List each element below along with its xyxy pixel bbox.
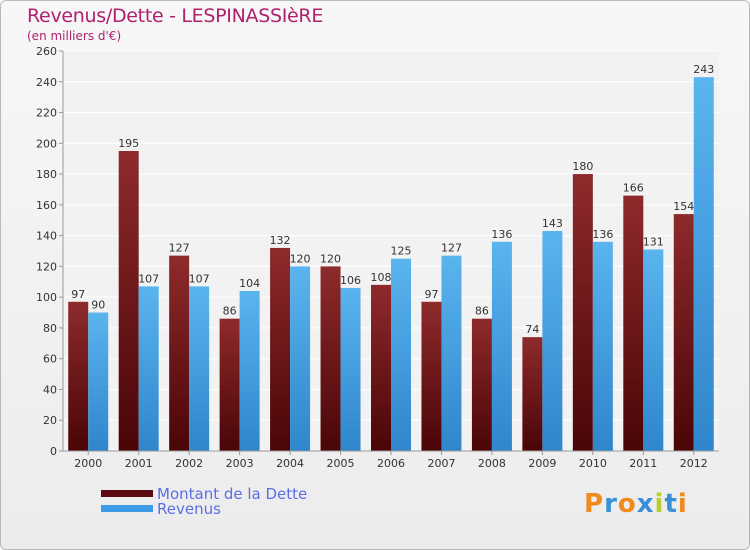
legend-swatch-dette (101, 490, 153, 497)
legend-label-dette: Montant de la Dette (157, 485, 308, 503)
bar-dette (219, 318, 240, 451)
x-tick-label: 2009 (528, 457, 556, 470)
y-tick-label: 40 (43, 383, 57, 396)
bar-revenus (491, 241, 512, 451)
bar-revenus (693, 77, 714, 452)
data-label: 86 (475, 305, 489, 318)
bar-revenus (643, 249, 664, 451)
y-tick-label: 240 (36, 76, 57, 89)
x-tick-label: 2001 (125, 457, 153, 470)
data-label: 108 (371, 271, 392, 284)
bar-revenus (542, 231, 563, 451)
data-label: 97 (424, 288, 438, 301)
x-tick-label: 2012 (680, 457, 708, 470)
bar-revenus (391, 258, 411, 451)
data-label: 166 (623, 182, 644, 195)
x-tick-label: 2011 (629, 457, 657, 470)
y-tick-label: 220 (36, 107, 57, 120)
bar-dette (522, 337, 543, 451)
data-label: 154 (673, 200, 694, 213)
logo-letter: x (636, 489, 655, 519)
bar-revenus (290, 266, 311, 451)
bar-revenus (138, 286, 159, 451)
bar-revenus (189, 286, 210, 451)
data-label: 97 (71, 288, 85, 301)
logo-letter: o (617, 489, 637, 519)
y-tick-label: 140 (36, 230, 57, 243)
data-label: 136 (592, 228, 613, 241)
data-label: 143 (542, 217, 563, 230)
data-label: 131 (643, 235, 664, 248)
bar-dette (623, 195, 644, 451)
data-label: 195 (118, 137, 139, 150)
data-label: 243 (693, 63, 714, 76)
chart-subtitle: (en milliers d'€) (27, 29, 122, 43)
y-tick-label: 20 (43, 414, 57, 427)
y-tick-label: 260 (36, 45, 57, 58)
bar-dette (421, 301, 442, 451)
data-label: 125 (391, 245, 412, 258)
y-tick-label: 60 (43, 353, 57, 366)
data-label: 132 (270, 234, 291, 247)
y-tick-label: 100 (36, 291, 57, 304)
data-label: 74 (525, 323, 539, 336)
data-label: 86 (223, 305, 237, 318)
bar-dette (68, 301, 89, 451)
bar-revenus (88, 312, 109, 451)
y-tick-label: 200 (36, 137, 57, 150)
x-tick-label: 2004 (276, 457, 304, 470)
logo-letter: r (604, 489, 618, 519)
bar-dette (673, 214, 694, 451)
data-label: 120 (320, 252, 341, 265)
legend-swatch-revenus (101, 505, 153, 512)
data-label: 120 (290, 252, 311, 265)
data-label: 127 (169, 242, 190, 255)
y-tick-label: 160 (36, 199, 57, 212)
bar-revenus (592, 241, 613, 451)
bar-dette (169, 255, 190, 451)
x-tick-label: 2002 (175, 457, 203, 470)
bar-dette (270, 247, 291, 451)
bar-dette (320, 266, 341, 451)
logo-letter: P (584, 489, 605, 519)
y-tick-label: 180 (36, 168, 57, 181)
y-tick-label: 0 (50, 445, 57, 458)
x-tick-label: 2008 (478, 457, 506, 470)
data-label: 90 (91, 299, 105, 312)
y-tick-label: 120 (36, 260, 57, 273)
legend-label-revenus: Revenus (157, 500, 221, 518)
data-label: 136 (491, 228, 512, 241)
bar-revenus (239, 291, 260, 451)
x-tick-label: 2000 (74, 457, 102, 470)
y-tick-label: 80 (43, 322, 57, 335)
x-tick-label: 2007 (427, 457, 455, 470)
bar-revenus (340, 287, 361, 451)
bar-dette (118, 151, 139, 451)
data-label: 106 (340, 274, 361, 287)
data-label: 180 (572, 160, 593, 173)
x-tick-label: 2006 (377, 457, 405, 470)
x-tick-label: 2010 (579, 457, 607, 470)
logo-letter: i (654, 489, 665, 519)
data-label: 104 (239, 277, 260, 290)
x-tick-label: 2005 (327, 457, 355, 470)
x-tick-label: 2003 (226, 457, 254, 470)
bar-revenus (441, 255, 462, 451)
data-label: 107 (189, 272, 210, 285)
bar-dette (471, 318, 492, 451)
bar-dette (572, 174, 593, 452)
chart-title: Revenus/Dette - LESPINASSIèRE (27, 5, 324, 27)
logo-letter: t (664, 489, 678, 519)
proxiti-logo: Proxiti (584, 489, 688, 519)
data-label: 107 (138, 272, 159, 285)
logo-letter: i (677, 489, 688, 519)
data-label: 127 (441, 242, 462, 255)
bar-dette (371, 284, 391, 451)
